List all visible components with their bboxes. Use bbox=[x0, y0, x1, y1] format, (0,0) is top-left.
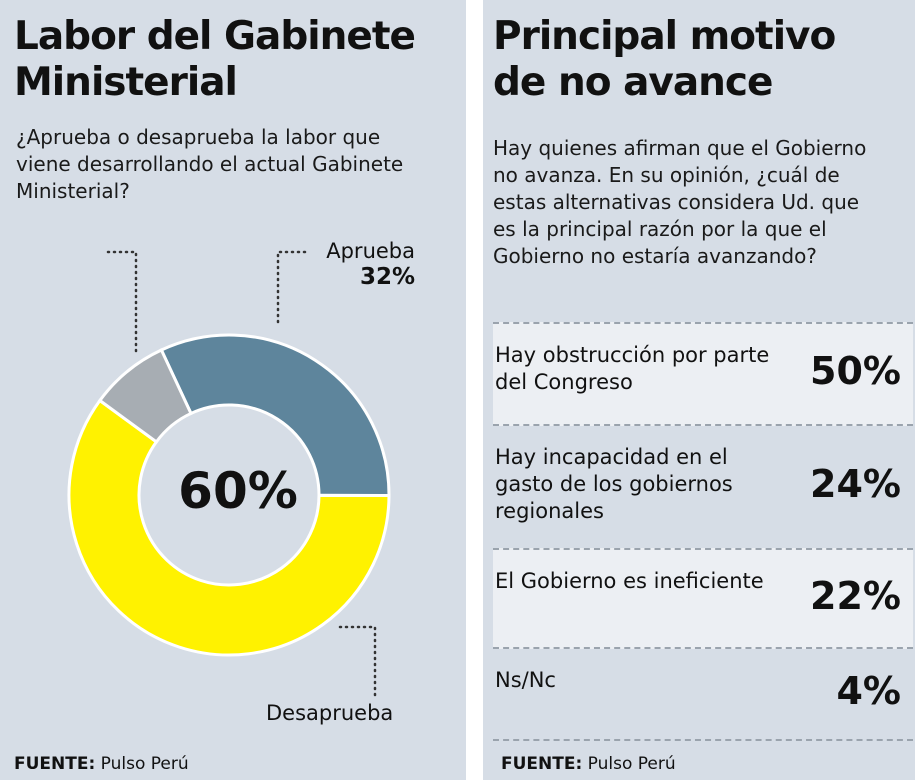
table-row: El Gobierno es ineficiente 22% bbox=[493, 548, 913, 649]
slice-value: 32% bbox=[359, 264, 415, 290]
label-desaprueba: Desaprueba bbox=[266, 701, 394, 725]
source-value: Pulso Perú bbox=[587, 754, 676, 774]
title-line: Ministerial bbox=[14, 60, 238, 105]
leader-line bbox=[338, 625, 377, 697]
right-question: Hay quienes afirman que el Gobierno no a… bbox=[493, 136, 867, 268]
row-value: 24% bbox=[810, 462, 901, 506]
left-title: Labor del Gabinete Ministerial bbox=[14, 14, 416, 106]
left-source: FUENTE: Pulso Perú bbox=[14, 754, 189, 774]
source-value: Pulso Perú bbox=[100, 754, 189, 774]
slice-desaprueba bbox=[67, 398, 391, 657]
right-source: FUENTE: Pulso Perú bbox=[501, 754, 676, 774]
leader-line bbox=[106, 250, 138, 354]
row-label: El Gobierno es ineficiente bbox=[495, 569, 764, 593]
left-panel: Labor del Gabinete Ministerial ¿Aprueba … bbox=[0, 0, 466, 780]
right-title: Principal motivo de no avance bbox=[493, 14, 836, 106]
slice-label: Aprueba bbox=[326, 239, 415, 263]
right-panel: Principal motivo de no avance Hay quiene… bbox=[483, 0, 915, 780]
title-line: Principal motivo bbox=[493, 14, 836, 59]
divider bbox=[493, 739, 913, 741]
row-label: Hay obstrucción por parte del Congreso bbox=[495, 343, 770, 394]
label-aprueba: Aprueba 32% bbox=[315, 238, 415, 290]
row-value: 4% bbox=[836, 669, 901, 713]
left-question: ¿Aprueba o desaprueba la labor que viene… bbox=[16, 125, 404, 203]
center-label: 60% bbox=[178, 462, 298, 520]
source-label: FUENTE: bbox=[501, 754, 583, 774]
slice-aprueba bbox=[159, 333, 391, 498]
table-row: Ns/Nc 4% bbox=[493, 647, 913, 741]
row-value: 22% bbox=[810, 573, 901, 618]
donut-chart bbox=[67, 250, 391, 697]
table-row: Hay obstrucción por parte del Congreso 50… bbox=[493, 322, 913, 426]
row-label: Hay incapacidad en el gasto de los gobie… bbox=[495, 445, 733, 523]
source-label: FUENTE: bbox=[14, 754, 96, 774]
title-line: de no avance bbox=[493, 60, 773, 105]
row-value: 50% bbox=[810, 349, 901, 393]
leader-line bbox=[276, 250, 307, 327]
title-line: Labor del Gabinete bbox=[14, 14, 416, 59]
row-label: Ns/Nc bbox=[495, 668, 556, 692]
table-row: Hay incapacidad en el gasto de los gobie… bbox=[493, 424, 913, 550]
slice-nsnc bbox=[97, 347, 193, 444]
